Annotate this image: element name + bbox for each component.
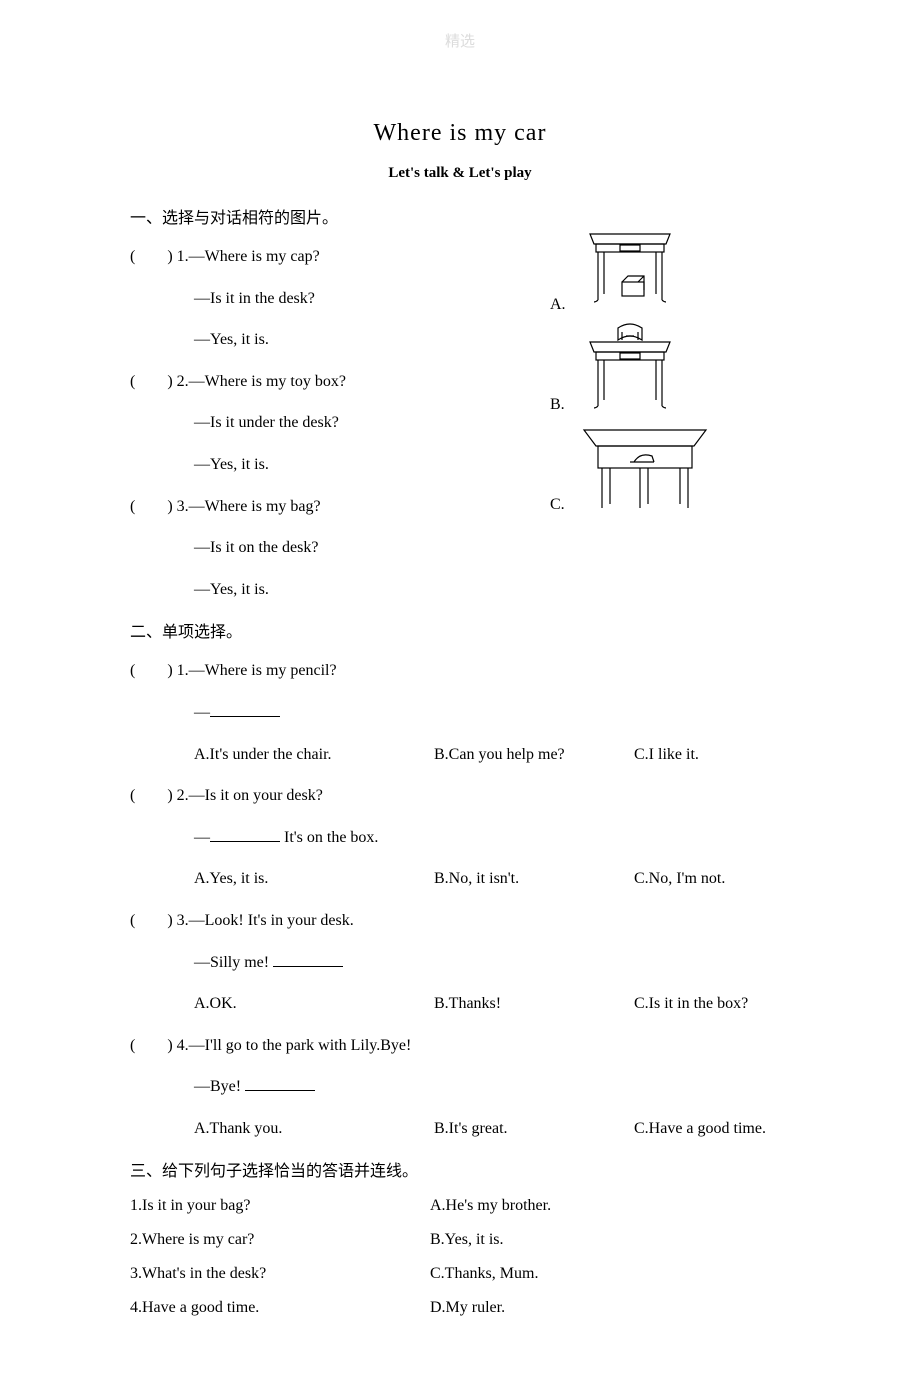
s2-item-4-options: A.Thank you.B.It's great.C.Have a good t… (130, 1116, 790, 1142)
s2-item-2-options: A.Yes, it is.B.No, it isn't.C.No, I'm no… (130, 866, 790, 892)
s2-item-3-opt-b: B.Thanks! (434, 991, 634, 1017)
footnote: . (459, 1263, 462, 1274)
s2-item-1-stem2: — (130, 700, 790, 726)
s3-row-3-q: 3.What's in the desk? (130, 1265, 430, 1283)
s2-item-4-opt-a: A.Thank you. (194, 1116, 434, 1142)
image-c-label: C. (550, 496, 565, 514)
s2-item-3-opt-a: A.OK. (194, 991, 434, 1017)
s2-item-3-stem2: —Silly me! (130, 950, 790, 976)
page-content: Where is my car Let's talk & Let's play … (0, 0, 920, 1393)
image-a-label: A. (550, 296, 566, 314)
s3-row-2-a: B.Yes, it is. (430, 1231, 790, 1249)
s2-item-1-options: A.It's under the chair.B.Can you help me… (130, 742, 790, 768)
s3-row-2-q: 2.Where is my car? (130, 1231, 430, 1249)
s2-item-1-stem1: ( ) 1.—Where is my pencil? (130, 658, 790, 684)
s2-item-2-opt-c: C.No, I'm not. (634, 866, 790, 892)
s1-item-3-a: —Is it on the desk? (130, 535, 790, 561)
s2-item-2-stem2: — It's on the box. (130, 825, 790, 851)
image-b: B. (580, 322, 700, 422)
s3-row-3-a: C.Thanks, Mum. (430, 1265, 790, 1283)
page-title: Where is my car (130, 120, 790, 147)
s3-row-1-q: 1.Is it in your bag? (130, 1197, 430, 1215)
s2-item-2-stem1: ( ) 2.—Is it on your desk? (130, 783, 790, 809)
section2-heading: 二、单项选择。 (130, 618, 790, 642)
s3-row-1-a: A.He's my brother. (430, 1197, 790, 1215)
page-subtitle: Let's talk & Let's play (130, 165, 790, 182)
image-a: A. (580, 222, 700, 322)
s2-item-3-options: A.OK.B.Thanks!C.Is it in the box? (130, 991, 790, 1017)
s2-item-4-stem1: ( ) 4.—I'll go to the park with Lily.Bye… (130, 1033, 790, 1059)
s3-row-1: 1.Is it in your bag?A.He's my brother. (130, 1197, 790, 1215)
s2-item-1-opt-b: B.Can you help me? (434, 742, 634, 768)
s2-item-4-opt-c: C.Have a good time. (634, 1116, 790, 1142)
image-c: C. (580, 422, 700, 522)
s2-item-2-opt-a: A.Yes, it is. (194, 866, 434, 892)
image-b-label: B. (550, 396, 565, 414)
s2-item-2-opt-b: B.No, it isn't. (434, 866, 634, 892)
s2-item-3-stem1: ( ) 3.—Look! It's in your desk. (130, 908, 790, 934)
section3-heading: 三、给下列句子选择恰当的答语并连线。 (130, 1157, 790, 1181)
s2-item-1-opt-c: C.I like it. (634, 742, 790, 768)
s3-row-2: 2.Where is my car?B.Yes, it is. (130, 1231, 790, 1249)
s1-item-3-r: —Yes, it is. (130, 577, 790, 603)
watermark: 精选 (445, 30, 475, 51)
s3-row-4-q: 4.Have a good time. (130, 1299, 430, 1317)
s3-row-4-a: D.My ruler. (430, 1299, 790, 1317)
s2-item-4-opt-b: B.It's great. (434, 1116, 634, 1142)
s2-item-3-opt-c: C.Is it in the box? (634, 991, 790, 1017)
s2-item-4-stem2: —Bye! (130, 1074, 790, 1100)
image-column: A. B. C. (580, 222, 700, 522)
s3-row-4: 4.Have a good time.D.My ruler. (130, 1299, 790, 1317)
s2-item-1-opt-a: A.It's under the chair. (194, 742, 434, 768)
